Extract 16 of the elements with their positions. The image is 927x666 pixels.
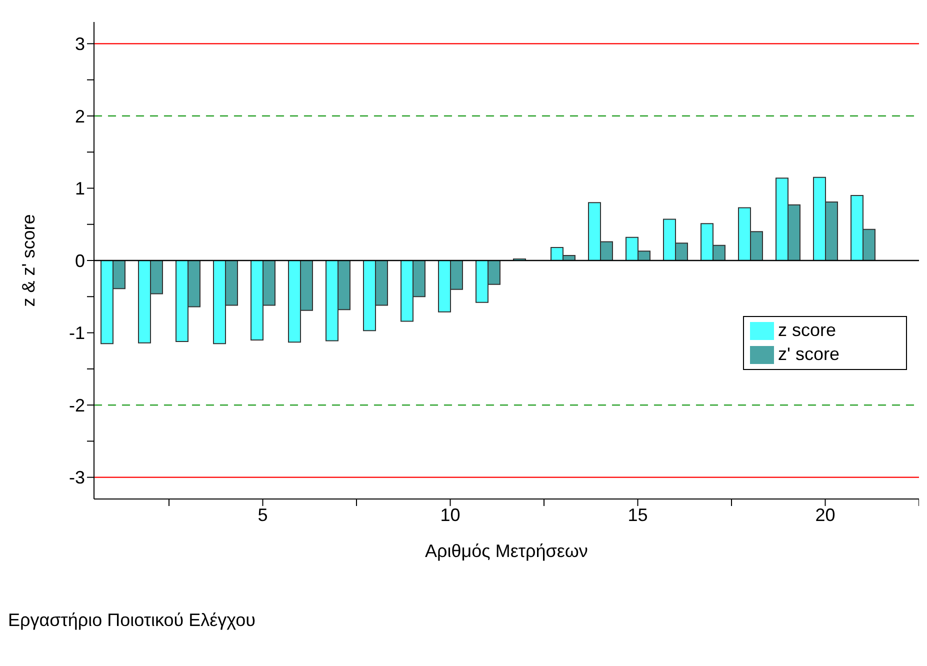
legend-label: z' score — [778, 344, 840, 364]
x-tick-label: 5 — [258, 504, 268, 525]
legend-label: z score — [778, 320, 836, 340]
x-tick-label: 20 — [815, 504, 836, 525]
y-axis-title: z & z' score — [18, 214, 38, 307]
y-tick-label: 2 — [74, 106, 85, 126]
y-tick-label: 1 — [74, 178, 85, 199]
y-tick-label: -1 — [68, 323, 85, 344]
y-tick-label: 0 — [74, 250, 85, 271]
y-tick-label: 3 — [74, 34, 85, 54]
y-tick-label: -3 — [68, 468, 85, 488]
y-tick-label: -2 — [68, 395, 85, 416]
text: Εργαστήριο Ποιοτικού Ελέγχου — [8, 610, 256, 631]
x-axis-title: Αριθμός Μετρήσεων — [425, 541, 588, 561]
x-tick-label: 15 — [628, 504, 648, 525]
x-tick-label: 10 — [440, 504, 460, 525]
